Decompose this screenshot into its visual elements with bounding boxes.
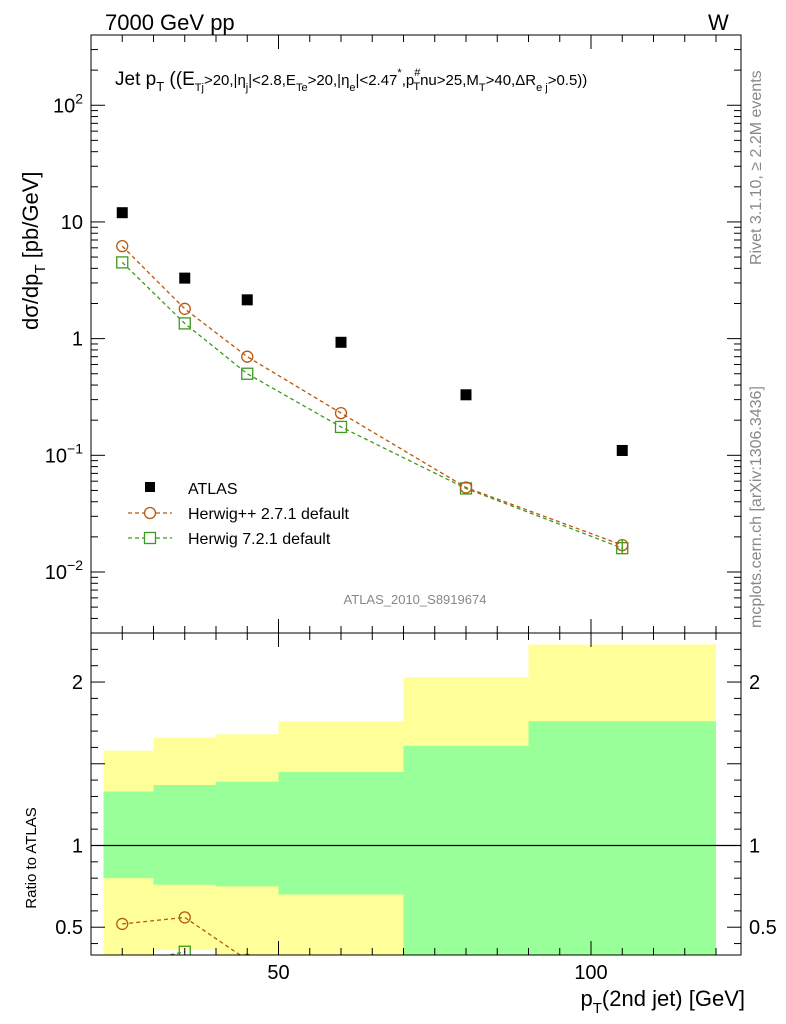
band-inner: [153, 785, 216, 885]
atlas-point: [335, 336, 347, 348]
x-axis-label: pT(2nd jet) [GeV]: [581, 986, 746, 1017]
y-tick-label: 10−1: [45, 440, 83, 467]
y-tick-label: 10−2: [45, 557, 83, 584]
herwigpp-point: [116, 240, 129, 253]
x-tick-label: 50: [267, 962, 289, 984]
band-inner: [278, 771, 404, 895]
plot-title: Jet pT ((ETj>20,|ηj|<2.8,ETe>20,|ηe|<2.4…: [115, 67, 587, 94]
herwig7-point: [178, 317, 191, 330]
atlas-point: [116, 207, 128, 219]
ratio-herwig7-point: [117, 959, 128, 970]
ratio-y-tick-label: 1: [72, 835, 83, 857]
series-line-1: [121, 245, 623, 546]
watermark: ATLAS_2010_S8919674: [344, 592, 487, 607]
ratio-herwigpp-point: [243, 953, 251, 955]
mcplots-label: mcplots.cern.ch [arXiv:1306.3436]: [748, 386, 765, 628]
herwigpp-point: [178, 302, 191, 315]
ratio-herwigpp-point: [116, 917, 129, 931]
band-inner: [403, 745, 529, 955]
series-line-2: [121, 261, 623, 549]
ratio-y-tick-label: 0.5: [55, 917, 83, 939]
ratio-herwigpp-point: [178, 911, 191, 924]
herwigpp-point: [459, 481, 473, 494]
herwigpp-point: [334, 406, 348, 420]
legend-herwigpp-marker: [143, 506, 157, 520]
legend-herwig7-label: Herwig 7.2.1 default: [188, 531, 331, 548]
header-left: 7000 GeV pp: [105, 10, 235, 35]
lower-frame: [90, 632, 742, 956]
herwig7-point: [334, 420, 348, 434]
herwig7-point: [116, 256, 129, 269]
x-tick-label: 100: [574, 962, 607, 984]
ratio-herwig7-point: [178, 945, 191, 955]
atlas-point: [460, 389, 472, 401]
ratio-y-tick-label-right: 1: [749, 835, 760, 857]
y-axis-label: dσ/dpT [pb/GeV]: [18, 171, 49, 330]
ratio-y-tick-label: 2: [72, 672, 83, 694]
y-tick-label: 10: [61, 212, 83, 234]
legend-atlas-marker: [145, 482, 155, 492]
ratio-y-label: Ratio to ATLAS: [23, 807, 40, 908]
band-inner: [528, 721, 716, 955]
legend-herwigpp-label: Herwig++ 2.7.1 default: [188, 506, 350, 523]
herwigpp-point: [241, 350, 254, 363]
herwig7-point: [241, 367, 254, 380]
ratio-plot-panel: 0.5 0.5 1 1 2 2 50 100: [55, 632, 777, 984]
band-inner: [103, 791, 154, 879]
rivet-label: Rivet 3.1.10, ≥ 2.2M events: [748, 70, 765, 265]
header-right: W: [708, 10, 729, 35]
atlas-point: [616, 444, 628, 456]
band-inner: [216, 781, 279, 887]
legend-herwig7-marker: [143, 531, 157, 545]
legend-atlas-label: ATLAS: [188, 481, 238, 498]
y-tick-label: 1: [72, 329, 83, 351]
ratio-herwigpp-line: [122, 916, 242, 955]
y-tick-label: 102: [53, 90, 83, 117]
main-plot-panel: 10−2 10−1 1 10 102 ATLAS Herwig++ 2.7.1 defaul…: [45, 34, 742, 634]
atlas-point: [241, 294, 253, 306]
atlas-point: [179, 272, 191, 284]
ratio-y-tick-label-right: 2: [749, 672, 760, 694]
ratio-y-tick-label-right: 0.5: [749, 917, 777, 939]
